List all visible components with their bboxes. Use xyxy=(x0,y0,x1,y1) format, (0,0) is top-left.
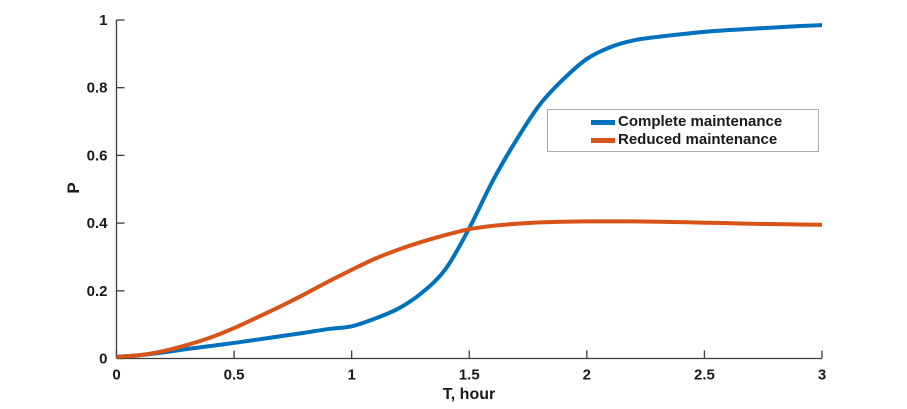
y-axis-title: P xyxy=(64,182,83,194)
x-axis-title: T, hour xyxy=(442,386,496,403)
x-tick-label: 3 xyxy=(818,367,826,384)
legend-label: Reduced maintenance xyxy=(618,131,778,148)
legend-box: Complete maintenance Reduced maintenance xyxy=(547,109,819,152)
x-tick-label: 1 xyxy=(347,367,355,384)
series-line-complete xyxy=(116,23,823,359)
y-tick-label: 1 xyxy=(99,12,107,29)
y-tick-label: 0.6 xyxy=(87,147,108,164)
x-tick-label: 0.5 xyxy=(224,367,245,384)
y-tick-label: 0.8 xyxy=(87,80,108,97)
legend-entry-reduced: Reduced maintenance xyxy=(591,131,818,149)
y-tick-label: 0 xyxy=(99,351,107,368)
series-line-reduced xyxy=(116,219,823,359)
axes-group: 0 0.5 1 1.5 2 2.5 3 0 0.2 0.4 0.6 0.8 1 xyxy=(87,12,827,384)
y-tick-label: 0.4 xyxy=(87,215,109,232)
series-group xyxy=(116,23,823,359)
legend-label: Complete maintenance xyxy=(618,113,783,130)
legend-entry-complete: Complete maintenance xyxy=(591,113,818,131)
x-tick-label: 0 xyxy=(112,367,120,384)
x-tick-label: 2.5 xyxy=(694,367,715,384)
x-tick-label: 1.5 xyxy=(459,367,480,384)
legend-line-swatch-blue xyxy=(591,119,615,125)
x-tick-label: 2 xyxy=(583,367,591,384)
y-tick-label: 0.2 xyxy=(87,283,108,300)
legend-line-swatch-orange xyxy=(591,137,615,143)
